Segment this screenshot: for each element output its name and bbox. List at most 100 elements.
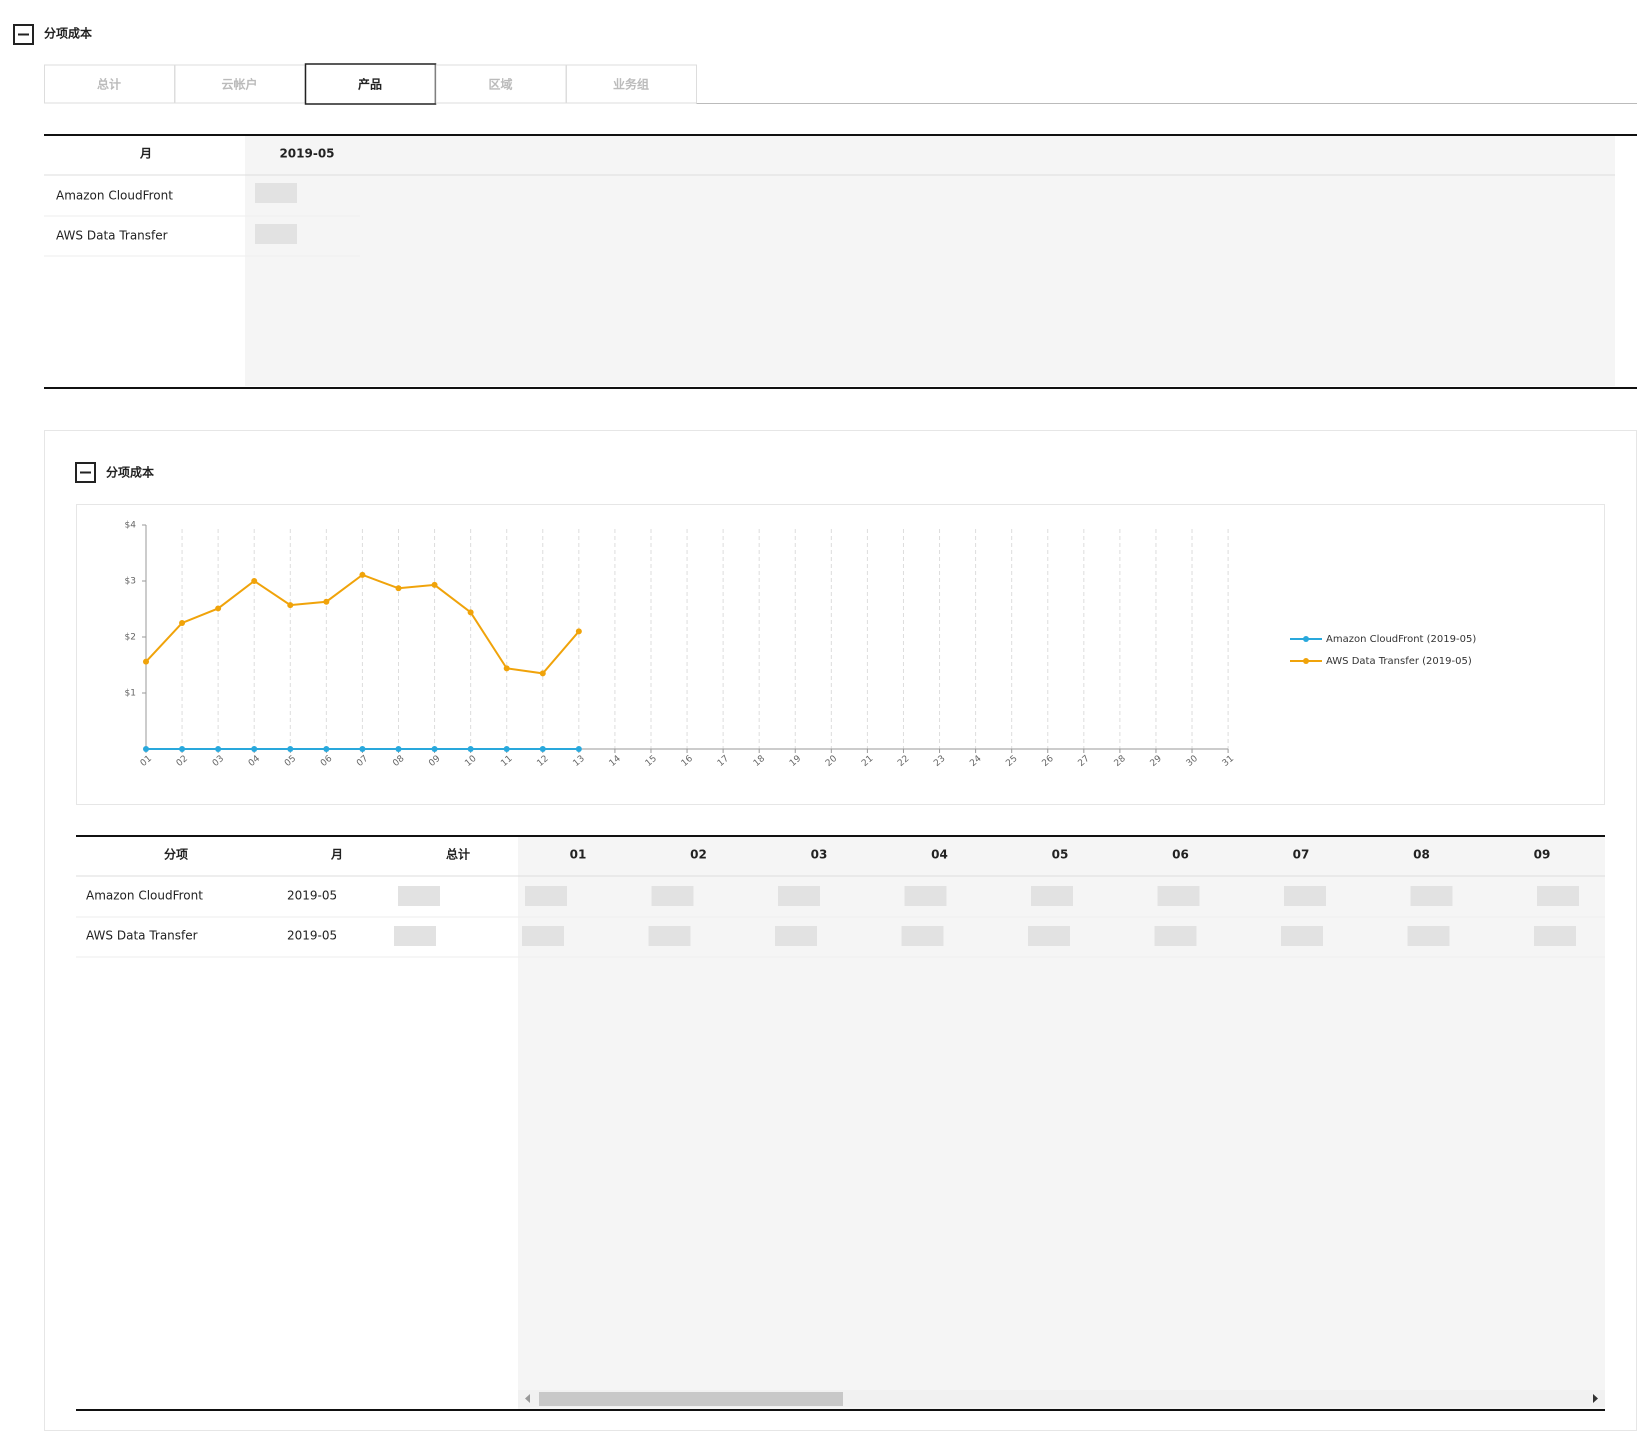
collapse-icon[interactable] [13,24,34,45]
x-tick-label: 20 [824,754,839,769]
data-point [359,571,366,578]
legend-label: AWS Data Transfer (2019-05) [1326,656,1472,667]
blurred-value [394,926,436,946]
y-tick-label: $3 [125,577,136,587]
x-tick-label: 03 [211,754,226,769]
blurred-value [1537,886,1579,906]
data-point [431,746,438,752]
blurred-value [398,886,440,906]
x-tick-label: 26 [1040,754,1055,769]
y-tick-label: $4 [125,521,137,531]
panel [44,430,1637,1431]
detail-bg [518,835,1605,1409]
blurred-value [255,224,297,244]
blurred-value [1028,926,1070,946]
data-point [287,746,294,752]
header-cell: 01 [570,848,587,862]
x-tick-label: 31 [1221,754,1236,769]
tab[interactable] [174,64,306,104]
blurred-value [775,926,817,946]
data-point [467,609,474,616]
header-cell: 07 [1293,848,1310,862]
tab-label: 总计 [97,77,121,92]
row-month: 2019-05 [287,929,337,943]
blurred-value [525,886,567,906]
row-label: AWS Data Transfer [86,929,198,943]
blurred-value [1407,926,1450,946]
header-cell: 月 [330,848,343,862]
row-month: 2019-05 [287,889,337,903]
header-cell: 03 [811,848,828,862]
scrollbar-thumb[interactable] [539,1392,843,1406]
blurred-value [1157,886,1200,906]
blurred-value [1031,886,1073,906]
data-point [287,602,294,609]
tab-label: 云帐户 [221,77,257,92]
header-cell: 月 [139,147,152,161]
blurred-value [522,926,564,946]
blurred-value [1154,926,1197,946]
x-tick-label: 11 [499,754,514,769]
panel-title: 分项成本 [106,465,154,480]
data-point [323,746,330,752]
blurred-value [255,183,297,203]
header-cell: 分项 [164,847,188,862]
data-point [575,628,582,635]
blurred-value [901,926,944,946]
blurred-value [648,926,691,946]
blurred-value [904,886,947,906]
x-tick-label: 13 [572,754,587,769]
blurred-value [1281,926,1323,946]
tab[interactable] [304,63,437,105]
x-tick-label: 06 [319,754,334,769]
blurred-value [1284,886,1326,906]
tab-label: 产品 [358,77,382,92]
header-cell: 05 [1052,848,1069,862]
data-point [539,670,546,677]
header-cell: 06 [1172,848,1189,862]
data-point [179,746,186,752]
x-tick-label: 24 [968,754,983,769]
x-tick-label: 10 [463,754,478,769]
data-point [503,746,510,752]
data-point [503,665,510,672]
x-tick-label: 18 [752,754,767,769]
x-tick-label: 23 [932,754,947,769]
legend-dot [1303,658,1309,664]
header-cell: 04 [931,848,948,862]
data-point [575,746,582,752]
blurred-value [1534,926,1576,946]
x-tick-label: 05 [283,754,298,769]
data-point [431,581,438,588]
header-cell: 2019-05 [279,147,334,161]
scroll-left[interactable] [525,1394,530,1403]
tab[interactable] [566,64,697,104]
blurred-value [1410,886,1453,906]
x-tick-label: 25 [1004,754,1019,769]
legend-dot [1303,636,1309,642]
legend-label: Amazon CloudFront (2019-05) [1326,634,1476,645]
x-tick-label: 15 [644,754,659,769]
x-tick-label: 27 [1077,754,1092,769]
x-tick-label: 29 [1149,754,1164,769]
collapse-icon[interactable] [75,462,96,483]
x-tick-label: 07 [355,754,370,769]
x-tick-label: 12 [535,754,550,769]
data-point [215,605,222,612]
row-label: Amazon CloudFront [56,189,173,203]
data-point [143,746,149,752]
x-tick-label: 09 [427,754,442,769]
scroll-right[interactable] [1593,1394,1598,1403]
x-tick-label: 01 [139,754,154,769]
row-label: AWS Data Transfer [56,229,168,243]
tab[interactable] [435,64,567,104]
section-title: 分项成本 [44,26,92,41]
x-tick-label: 14 [608,754,623,769]
x-tick-label: 16 [680,754,695,769]
x-tick-label: 04 [247,754,262,769]
x-tick-label: 02 [175,754,190,769]
blurred-value [778,886,820,906]
header-cell: 总计 [446,847,470,862]
data-point [359,746,366,752]
